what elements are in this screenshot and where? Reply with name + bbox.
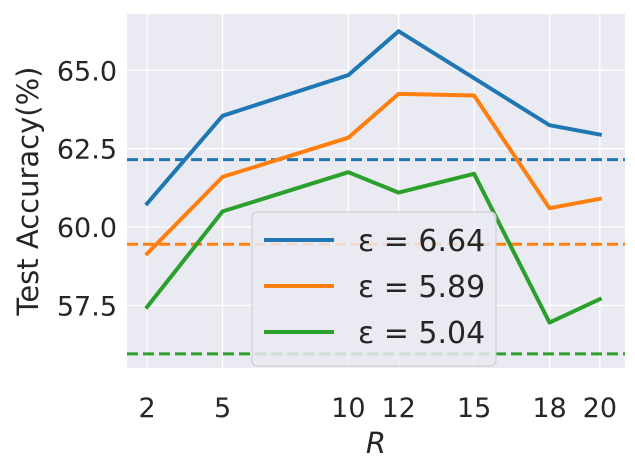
- y-tick-label-57.5: 57.5: [57, 291, 117, 322]
- x-tick-label-15: 15: [457, 393, 491, 424]
- series-line-2: [144, 91, 603, 257]
- x-tick-label-12: 12: [381, 393, 415, 424]
- y-tick-labels: 57.5 60.0 62.5 65.0: [57, 56, 117, 322]
- legend-label-3: ε = 5.04: [358, 316, 485, 351]
- y-tick-label-62.5: 62.5: [57, 135, 117, 166]
- x-tick-label-10: 10: [331, 393, 365, 424]
- legend-box: [251, 211, 497, 367]
- x-tick-labels: 2 5 10 12 15 18 20: [139, 393, 618, 424]
- legend-label-1: ε = 6.64: [358, 224, 485, 259]
- y-tick-label-65.0: 65.0: [57, 56, 117, 87]
- x-tick-label-20: 20: [583, 393, 617, 424]
- x-tick-label-5: 5: [214, 393, 231, 424]
- series-lines: [144, 29, 603, 325]
- series-line-3: [144, 170, 603, 325]
- series-line-1: [144, 29, 603, 207]
- x-axis-label: R: [366, 426, 386, 460]
- y-tick-label-60.0: 60.0: [57, 213, 117, 244]
- y-axis-label: Test Accuracy(%): [11, 67, 45, 317]
- x-tick-label-2: 2: [139, 393, 156, 424]
- legend-label-2: ε = 5.89: [358, 270, 485, 305]
- legend: ε = 6.64 ε = 5.89 ε = 5.04: [251, 211, 497, 367]
- x-tick-label-18: 18: [532, 393, 566, 424]
